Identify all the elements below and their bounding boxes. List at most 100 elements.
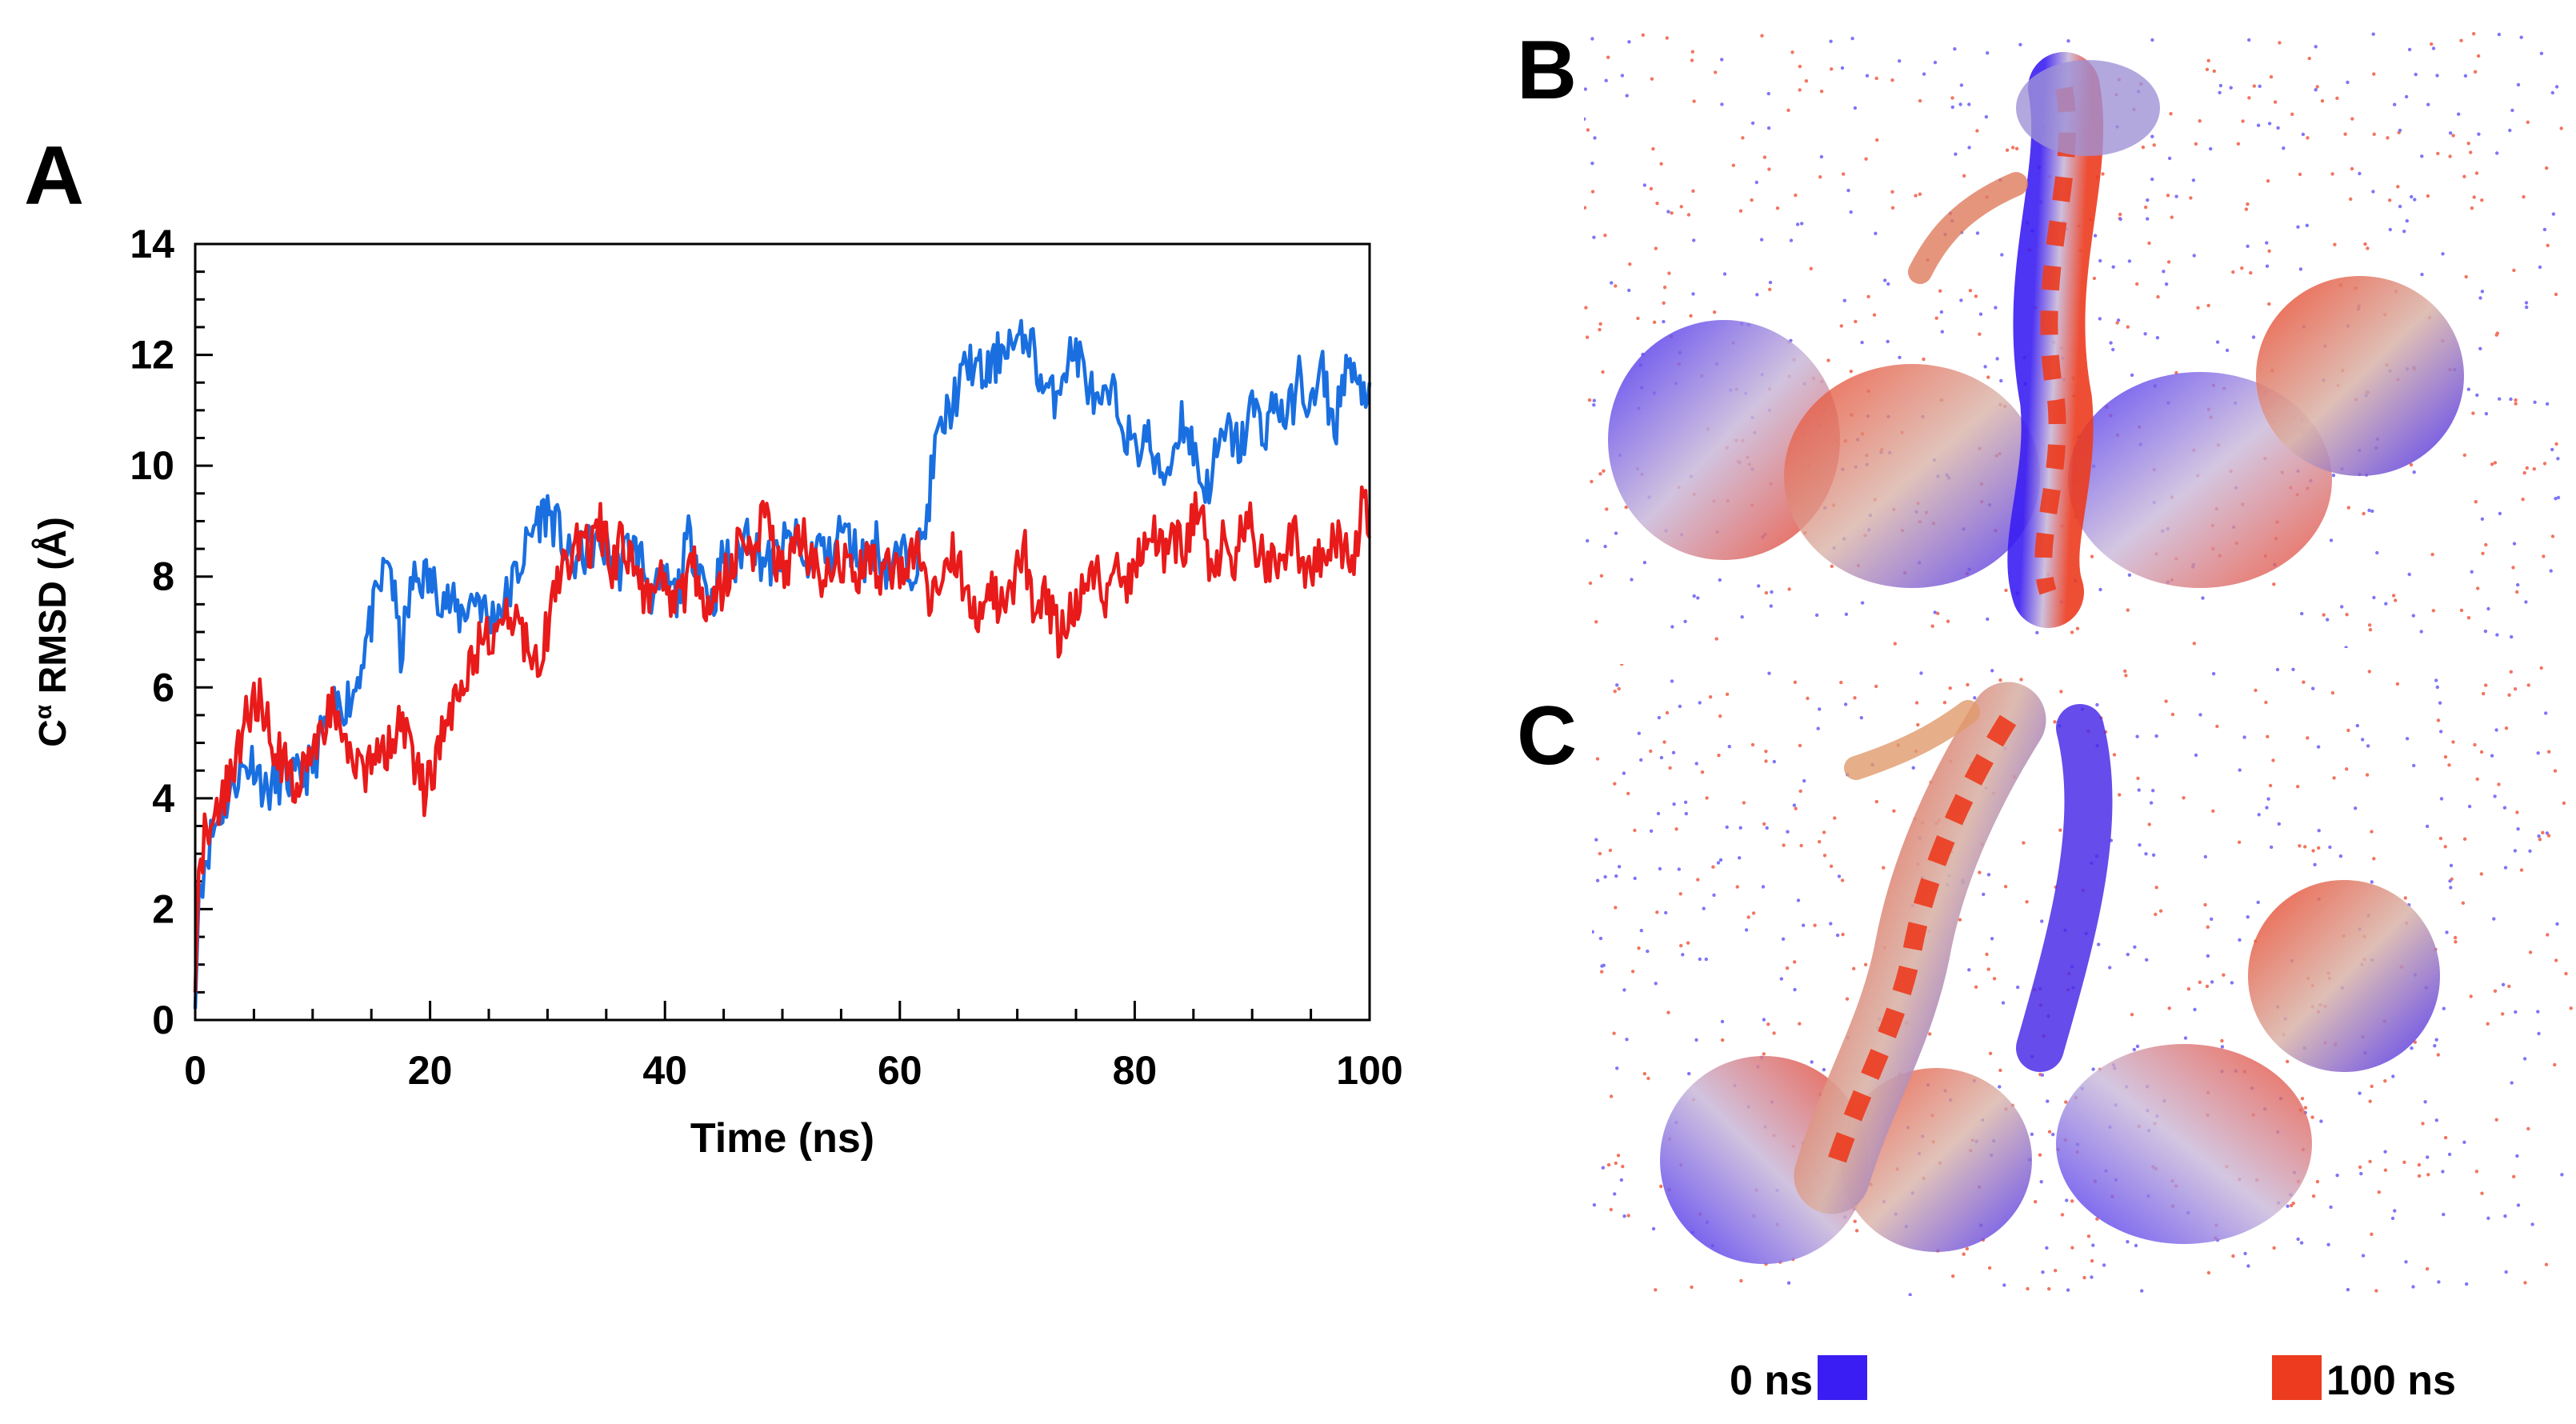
solvent-dot — [2059, 690, 2063, 694]
solvent-dot — [2495, 151, 2499, 155]
solvent-dot — [2108, 966, 2112, 970]
solvent-dot — [1700, 770, 1705, 774]
solvent-dot — [1874, 76, 1878, 81]
solvent-dot — [1614, 874, 1618, 878]
solvent-dot — [1799, 843, 1803, 848]
solvent-dot — [2407, 47, 2412, 52]
solvent-dot — [1666, 210, 1670, 214]
solvent-dot — [1978, 332, 1982, 336]
solvent-dot — [1859, 716, 1863, 720]
solvent-dot — [2231, 1254, 2235, 1258]
solvent-dot — [1613, 690, 1617, 694]
x-tick-label: 0 — [184, 1048, 206, 1093]
solvent-dot — [2448, 154, 2452, 158]
structure-view-b — [1584, 32, 2563, 648]
solvent-dot — [1620, 74, 1625, 78]
solvent-dot — [1672, 802, 1676, 806]
solvent-dot — [2546, 933, 2550, 937]
solvent-dot — [1609, 1207, 1613, 1212]
solvent-dot — [1990, 669, 1994, 673]
solvent-dot — [1694, 762, 1698, 766]
solvent-dot — [1641, 33, 1645, 37]
solvent-dot — [1761, 885, 1766, 889]
solvent-dot — [1731, 163, 1735, 167]
solvent-dot — [2082, 1275, 2086, 1280]
solvent-dot — [2486, 606, 2490, 611]
solvent-dot — [2553, 769, 2558, 773]
solvent-dot — [2034, 1200, 2038, 1204]
solvent-dot — [2330, 172, 2334, 176]
solvent-dot — [2476, 54, 2481, 58]
solvent-dot — [2296, 785, 2300, 789]
solvent-dot — [1914, 701, 1919, 705]
solvent-dot — [2490, 462, 2494, 466]
solvent-dot — [1617, 686, 1621, 691]
solvent-dot — [1598, 327, 1602, 332]
solvent-dot — [1681, 953, 1685, 957]
solvent-dot — [2158, 909, 2163, 913]
solvent-dot — [1798, 789, 1802, 794]
solvent-dot — [1804, 79, 1809, 83]
solvent-dot — [2146, 198, 2150, 202]
solvent-dot — [1853, 696, 1857, 700]
solvent-dot — [2469, 994, 2473, 998]
solvent-dot — [1614, 906, 1618, 910]
solvent-dot — [2507, 693, 2511, 697]
solvent-dot — [1698, 701, 1702, 705]
solvent-dot — [2247, 96, 2251, 100]
solvent-dot — [1718, 858, 1723, 862]
solvent-dot — [2150, 177, 2154, 182]
solvent-dot — [2490, 754, 2494, 758]
x-tick-label: 100 — [1336, 1048, 1402, 1093]
solvent-dot — [2526, 683, 2530, 687]
solvent-dot — [2305, 223, 2309, 227]
solvent-dot — [1829, 864, 1834, 868]
solvent-dot — [2275, 667, 2280, 672]
solvent-dot — [2368, 628, 2373, 632]
central-helix — [2007, 52, 2104, 628]
solvent-dot — [2391, 594, 2396, 598]
solvent-dot — [2412, 470, 2416, 474]
solvent-dot — [2314, 45, 2318, 49]
solvent-dot — [2361, 738, 2365, 742]
solvent-dot — [2358, 1165, 2362, 1170]
solvent-dot — [1614, 284, 1618, 288]
solvent-dot — [1908, 1293, 1912, 1296]
solvent-dot — [2243, 1251, 2247, 1256]
solvent-dot — [2236, 142, 2241, 146]
solvent-dot — [2480, 290, 2485, 294]
solvent-dot — [1626, 791, 1630, 796]
solvent-dot — [2372, 595, 2376, 600]
solvent-dot — [1614, 531, 1618, 535]
solvent-dot — [2286, 1204, 2290, 1208]
solvent-dot — [1789, 238, 1794, 242]
solvent-dot — [1882, 866, 1886, 870]
solvent-dot — [2238, 938, 2242, 942]
solvent-dot — [2473, 70, 2478, 74]
solvent-dot — [1793, 987, 1797, 992]
solvent-dot — [2151, 853, 2156, 857]
solvent-dot — [1679, 205, 1683, 209]
solvent-dot — [1973, 696, 1977, 700]
solvent-dot — [2413, 198, 2417, 202]
solvent-dot — [2371, 190, 2375, 194]
solvent-dot — [2370, 830, 2374, 834]
solvent-dot — [2192, 642, 2196, 646]
solvent-dot — [1762, 1018, 1766, 1022]
solvent-dot — [2522, 470, 2526, 475]
solvent-dot — [1670, 679, 1674, 683]
solvent-dot — [2512, 542, 2517, 546]
solvent-dot — [2545, 831, 2550, 835]
series-line-blue — [193, 318, 1372, 1010]
solvent-dot — [1613, 782, 1617, 786]
solvent-dot — [2515, 1154, 2519, 1158]
solvent-dot — [1849, 210, 1853, 214]
solvent-dot — [2462, 174, 2466, 178]
solvent-dot — [2218, 83, 2223, 88]
solvent-dot — [2313, 862, 2317, 866]
solvent-dot — [1626, 1214, 1630, 1218]
solvent-dot — [2126, 1240, 2130, 1244]
solvent-dot — [1798, 743, 1802, 748]
solvent-dot — [1933, 60, 1938, 65]
solvent-dot — [2539, 666, 2543, 670]
